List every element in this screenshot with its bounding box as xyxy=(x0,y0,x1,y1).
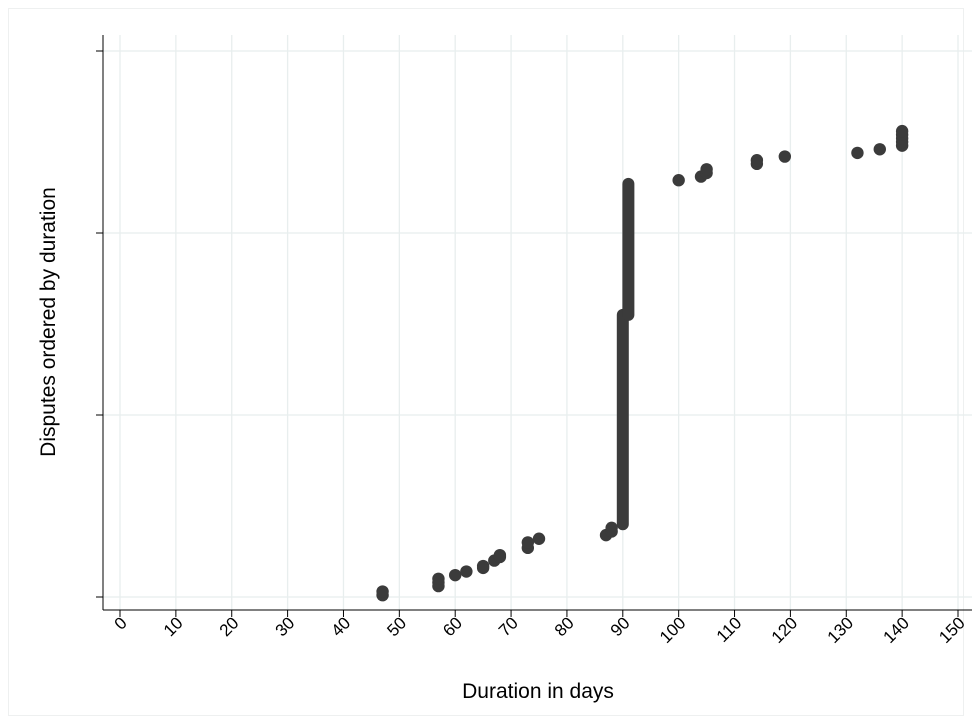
grid xyxy=(103,35,972,610)
data-points xyxy=(376,124,909,602)
x-tick-label: 30 xyxy=(272,613,299,640)
data-point xyxy=(700,163,713,176)
data-point xyxy=(778,150,792,163)
data-point xyxy=(873,143,886,156)
data-point xyxy=(521,536,535,549)
x-axis-title: Duration in days xyxy=(462,680,614,703)
x-tick-label: 120 xyxy=(768,613,801,646)
data-point xyxy=(476,559,490,573)
x-tick-label: 80 xyxy=(551,613,578,640)
data-point xyxy=(750,154,764,167)
data-point xyxy=(493,548,507,562)
x-tick-label: 90 xyxy=(607,613,634,640)
x-tick-label: 100 xyxy=(656,613,689,646)
x-tick-label: 50 xyxy=(383,613,410,640)
x-tick-label: 150 xyxy=(935,613,968,646)
data-point xyxy=(895,124,909,138)
data-point xyxy=(460,565,473,578)
data-point xyxy=(432,572,445,585)
data-point xyxy=(449,568,462,582)
x-tick-label: 10 xyxy=(160,613,187,640)
data-point xyxy=(376,585,389,598)
x-tick-label: 70 xyxy=(495,613,522,640)
x-tick-label: 60 xyxy=(439,613,466,640)
x-tick-label: 0 xyxy=(111,613,131,633)
chart-frame xyxy=(8,8,964,716)
y-axis-title: Disputes ordered by duration xyxy=(37,187,60,457)
x-tick-label: 140 xyxy=(879,613,912,646)
axes: 0 10 20 30 40 50 60 70 80 90 100 110 120 130 140 150 xyxy=(96,35,972,647)
x-tick-label: 110 xyxy=(713,613,746,646)
x-tick-label: 40 xyxy=(327,613,354,640)
data-point xyxy=(532,532,546,545)
data-point xyxy=(605,521,618,535)
data-point xyxy=(672,174,685,187)
x-tick-label: 20 xyxy=(216,613,243,640)
x-tick-label: 130 xyxy=(824,613,857,646)
data-point xyxy=(851,146,864,160)
